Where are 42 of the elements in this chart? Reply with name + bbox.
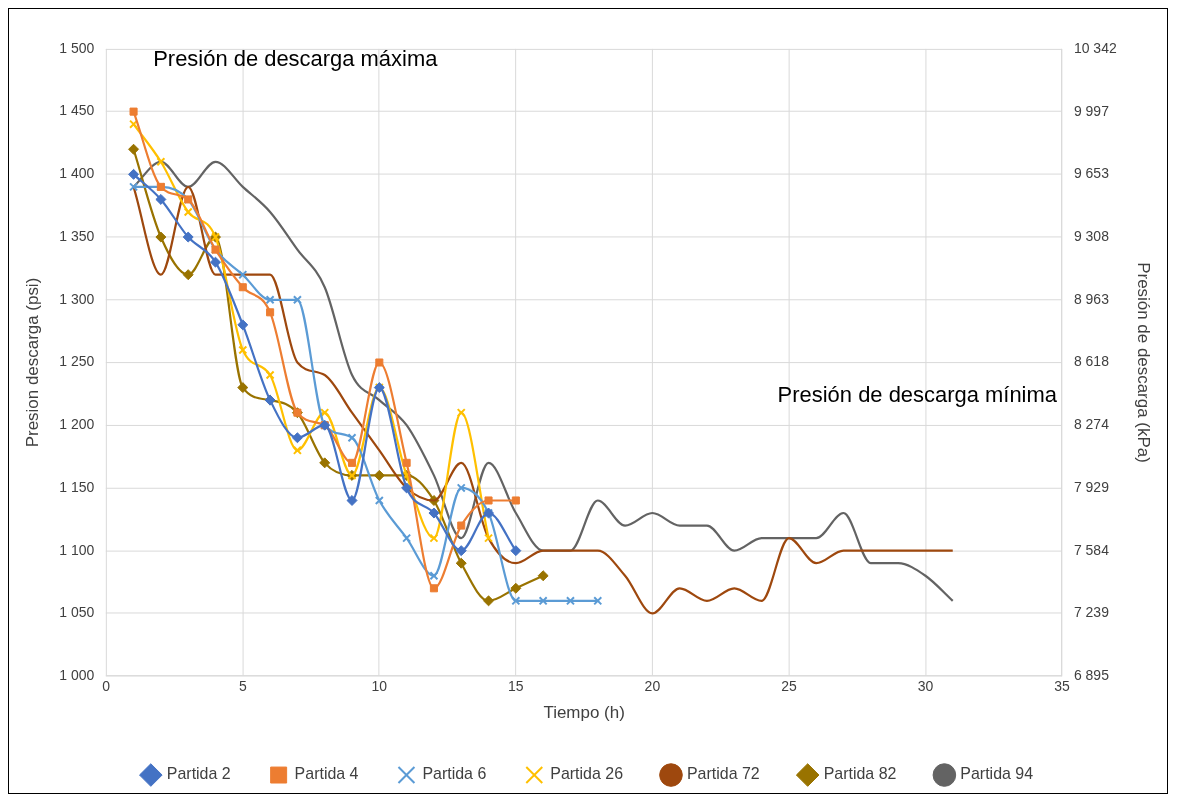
- y2-axis-title: Presión de descarga (kPa): [1134, 262, 1154, 463]
- y2-tick-label: 10 342: [1073, 39, 1117, 56]
- x-tick-label: 20: [644, 678, 661, 695]
- y-axis-title: Presion descarga (psi): [22, 277, 42, 448]
- x-tick-label: 5: [238, 678, 247, 695]
- y2-tick-label: 7 584: [1073, 541, 1110, 558]
- y-tick-label: 1 100: [59, 541, 95, 558]
- y-tick-label: 1 000: [59, 666, 95, 683]
- legend-label: Partida 6: [422, 765, 487, 783]
- x-axis-title: Tiempo (h): [543, 702, 625, 722]
- y-tick-label: 1 050: [59, 604, 95, 621]
- y2-tick-label: 9 997: [1073, 102, 1110, 119]
- y-tick-label: 1 300: [59, 290, 95, 307]
- x-tick-label: 35: [1054, 678, 1070, 695]
- y-tick-label: 1 500: [59, 39, 95, 56]
- y2-tick-label: 9 308: [1073, 227, 1110, 244]
- y-tick-label: 1 150: [59, 478, 95, 495]
- annotation: Presión de descarga mínima: [777, 382, 1058, 408]
- y-tick-label: 1 250: [59, 353, 95, 370]
- legend-label: Partida 94: [960, 765, 1034, 783]
- legend-label: Partida 26: [550, 765, 624, 783]
- y-tick-label: 1 200: [59, 416, 95, 433]
- y-tick-label: 1 350: [59, 227, 95, 244]
- x-tick-label: 10: [371, 678, 388, 695]
- legend-label: Partida 4: [294, 765, 359, 783]
- y-tick-label: 1 450: [59, 102, 95, 119]
- x-tick-label: 0: [102, 678, 111, 695]
- y2-tick-label: 8 618: [1073, 353, 1110, 370]
- y2-tick-label: 8 274: [1073, 416, 1110, 433]
- y2-tick-label: 7 239: [1073, 604, 1110, 621]
- y2-tick-label: 6 895: [1073, 666, 1110, 683]
- x-tick-label: 15: [508, 678, 524, 695]
- x-tick-label: 30: [917, 678, 934, 695]
- annotation: Presión de descarga máxima: [153, 45, 439, 71]
- y2-tick-label: 8 963: [1073, 290, 1110, 307]
- legend-label: Partida 82: [823, 765, 897, 783]
- x-tick-label: 25: [781, 678, 797, 695]
- legend-label: Partida 72: [686, 765, 760, 783]
- y-tick-label: 1 400: [59, 165, 95, 182]
- legend-label: Partida 2: [166, 765, 231, 783]
- y2-tick-label: 7 929: [1073, 478, 1110, 495]
- y2-tick-label: 9 653: [1073, 165, 1110, 182]
